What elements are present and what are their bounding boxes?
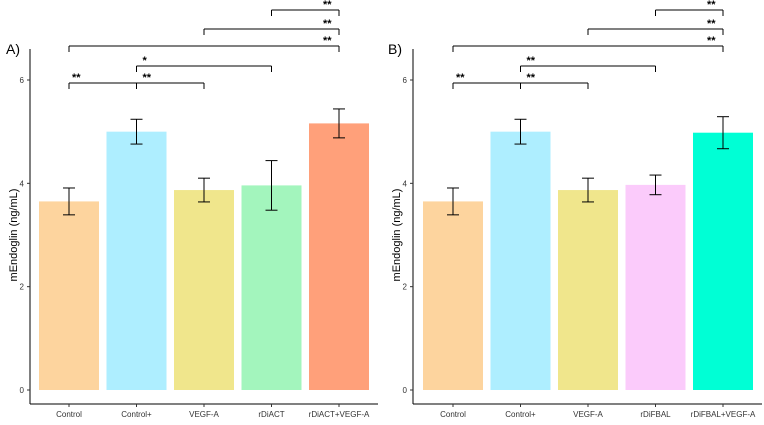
x-tick-label: VEGF-A (189, 410, 219, 419)
significance-label: ** (707, 0, 716, 11)
x-tick-label: rDiFBAL (640, 410, 671, 419)
y-tick-label: 4 (403, 179, 408, 188)
significance-label: ** (707, 35, 716, 47)
error-bar (130, 118, 143, 145)
significance-bracket (68, 45, 340, 52)
error-bar (447, 187, 459, 216)
y-tick-label: 4 (20, 179, 25, 188)
significance-label: ** (527, 72, 536, 84)
significance-bracket (136, 65, 272, 72)
x-tick-label: Control+ (505, 410, 536, 419)
significance-label: ** (707, 18, 716, 30)
significance-label: ** (527, 55, 536, 67)
significance-label: ** (323, 18, 332, 30)
error-bar (63, 187, 75, 216)
significance-bracket (203, 28, 340, 35)
x-tick-label: rDiFBAL+VEGF-A (691, 410, 756, 419)
x-tick-label: VEGF-A (573, 410, 603, 419)
x-tick-label: Control (440, 410, 466, 419)
chart-panel-b: B) mEndoglin (ng/mL) 0 2 4 6 Control Control+ VE… (388, 0, 762, 419)
bar-vegf-a (558, 190, 618, 390)
significance-bracket (520, 82, 589, 89)
significance-label: * (143, 55, 148, 67)
error-bar (333, 108, 345, 139)
chart-panel-a: A) mEndoglin (ng/mL) 0 2 4 6 Control Control+ VE… (6, 0, 378, 419)
bar-rdifbal-vegf-a (693, 132, 753, 390)
x-tick-label: rDiACT (258, 410, 284, 419)
error-bar (717, 116, 729, 150)
error-bar (649, 174, 662, 196)
bar-control (423, 201, 483, 390)
error-bar (198, 177, 210, 203)
significance-bracket (452, 45, 724, 52)
significance-label: ** (72, 72, 81, 84)
x-tick-label: Control (56, 410, 82, 419)
significance-bracket (136, 82, 205, 89)
x-tick-label: rDiACT+VEGF-A (309, 410, 370, 419)
y-tick-label: 6 (403, 76, 408, 85)
significance-bracket (587, 28, 724, 35)
bar-rdifbal (625, 184, 686, 390)
bar-control- (106, 131, 167, 390)
significance-label: ** (323, 0, 332, 11)
y-axis-title: mEndoglin (ng/mL) (391, 189, 403, 282)
y-tick-label: 0 (20, 386, 25, 395)
y-tick-label: 2 (20, 283, 25, 292)
significance-label: ** (456, 72, 465, 84)
y-tick-label: 2 (403, 283, 408, 292)
y-axis-title: mEndoglin (ng/mL) (8, 189, 20, 282)
error-bar (265, 160, 278, 211)
y-tick-label: 0 (403, 386, 408, 395)
significance-label: ** (143, 72, 152, 84)
error-bar (582, 177, 594, 203)
panel-label: B) (388, 41, 402, 57)
significance-bracket (655, 9, 724, 16)
bar-control- (490, 131, 551, 390)
significance-label: ** (323, 35, 332, 47)
bar-rdiact (241, 185, 302, 390)
significance-bracket (271, 9, 340, 16)
bar-control (39, 201, 99, 390)
panel-label: A) (6, 41, 20, 57)
y-tick-label: 6 (20, 76, 25, 85)
x-tick-label: Control+ (121, 410, 152, 419)
error-bar (514, 118, 527, 145)
bar-vegf-a (174, 190, 234, 390)
significance-bracket (520, 65, 656, 72)
bar-rdiact-vegf-a (309, 123, 369, 391)
